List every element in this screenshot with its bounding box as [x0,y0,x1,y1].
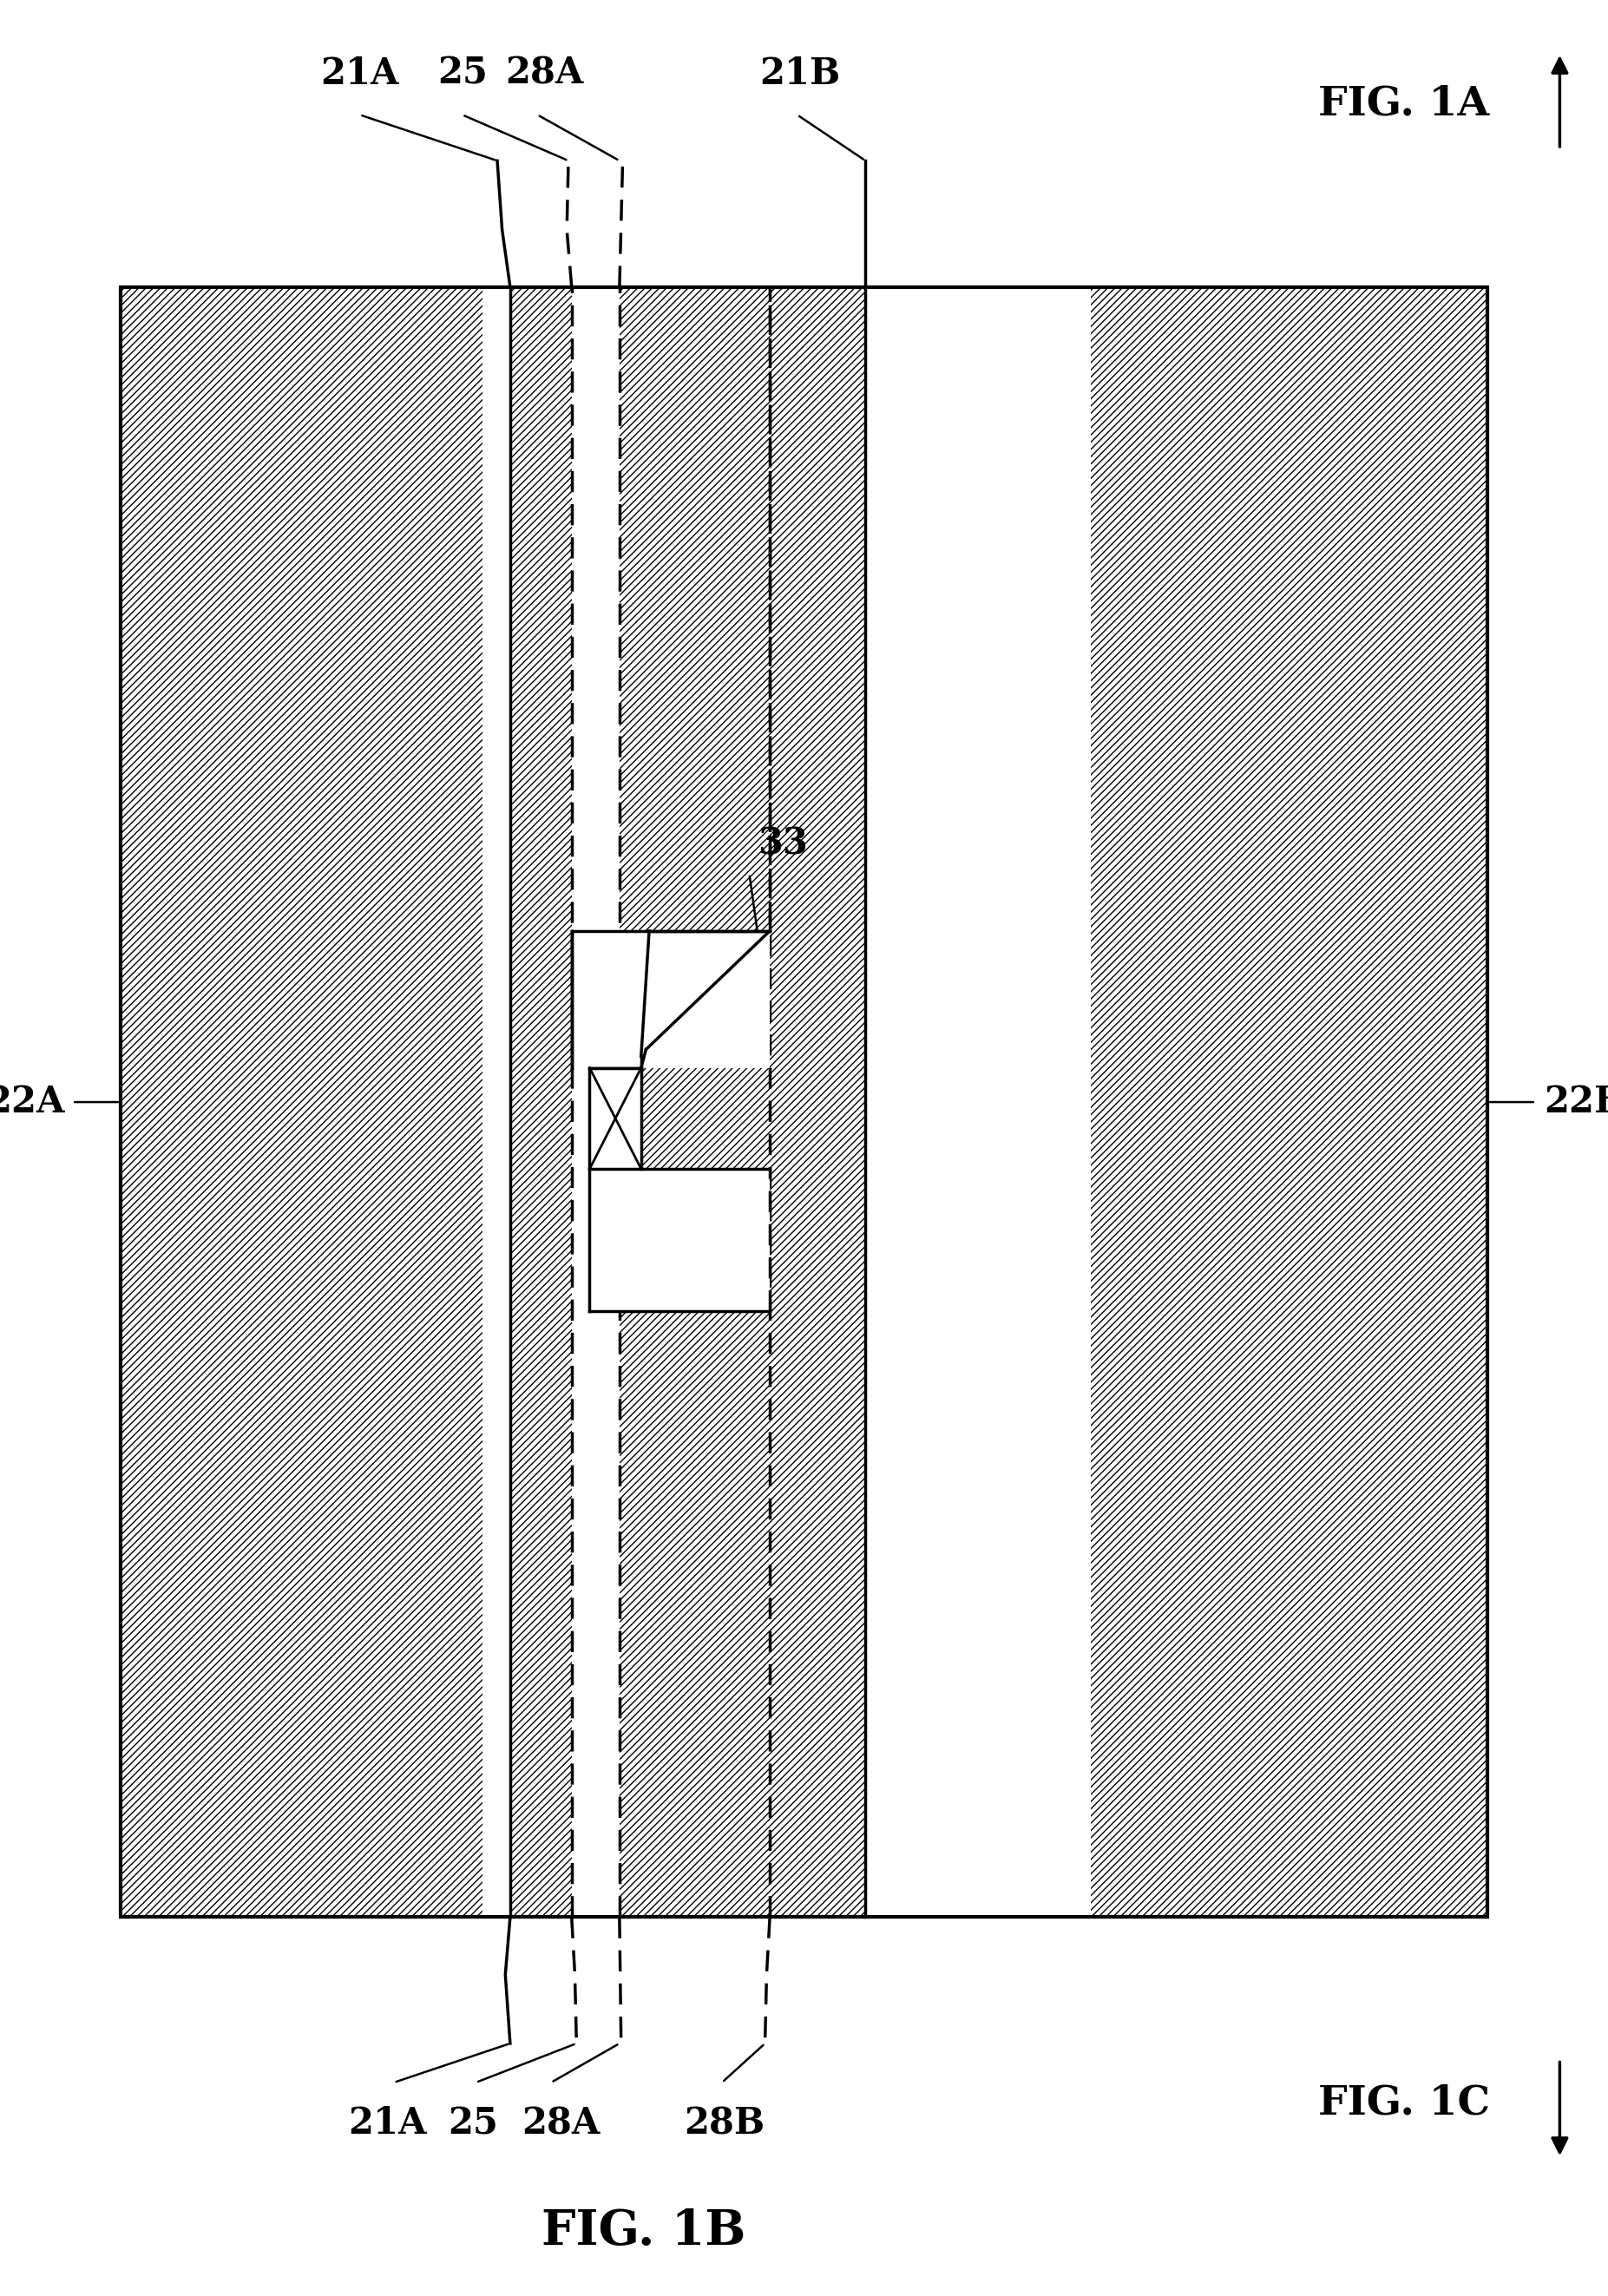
Bar [121,287,482,1917]
Bar [1092,287,1487,1917]
Text: FIG. 1C: FIG. 1C [1319,2082,1491,2124]
Polygon shape [572,930,770,1169]
Text: 21B: 21B [759,55,841,92]
Text: 28A: 28A [505,55,584,92]
Text: 25: 25 [437,55,487,92]
Bar [510,287,572,1917]
Text: 28B: 28B [685,2105,765,2142]
Text: 25: 25 [449,2105,498,2142]
Bar [619,287,865,1917]
Text: 21A: 21A [320,55,399,92]
Text: 22B: 22B [1544,1084,1608,1120]
Text: 33: 33 [757,827,807,863]
Bar [121,287,1487,1917]
Bar [590,1169,770,1311]
Text: 22A: 22A [0,1084,64,1120]
Text: FIG. 1A: FIG. 1A [1319,83,1489,124]
Bar [590,1068,642,1169]
Text: 28A: 28A [521,2105,600,2142]
Bar [572,930,770,1068]
Text: FIG. 1B: FIG. 1B [540,2209,746,2255]
Text: 21A: 21A [347,2105,426,2142]
